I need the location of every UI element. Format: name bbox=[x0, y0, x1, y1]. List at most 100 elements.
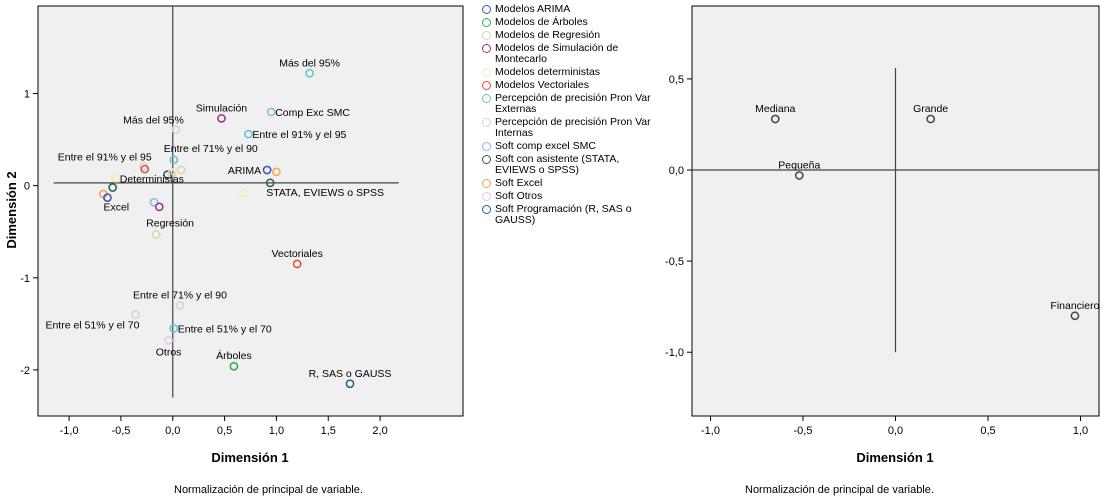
legend-label: Soft Otros bbox=[495, 190, 543, 202]
legend-marker-icon bbox=[482, 31, 491, 40]
chart0-plot-area bbox=[37, 5, 464, 417]
chart0-data-point bbox=[266, 107, 276, 117]
chart0-data-point bbox=[244, 129, 253, 139]
chart0-data-point bbox=[131, 310, 140, 320]
chart0-point-label: Vectoriales bbox=[271, 248, 322, 260]
chart0-point-label: Entre el 71% y el 90 bbox=[133, 289, 227, 301]
chart0-data-point bbox=[149, 197, 159, 207]
chart0-data-point bbox=[154, 202, 164, 212]
legend-label: Modelos de Árboles bbox=[495, 16, 588, 28]
chart0-point-label: ARIMA bbox=[228, 165, 261, 177]
chart0-y-tick-label: -2 bbox=[20, 365, 30, 377]
chart1-x-axis-title: Dimensión 1 bbox=[856, 450, 933, 465]
chart0-x-tick-label: 0,5 bbox=[217, 425, 232, 437]
chart0-data-point bbox=[140, 164, 150, 174]
chart1-data-point bbox=[926, 114, 936, 124]
legend-label: Modelos deterministas bbox=[495, 66, 601, 78]
legend-marker-icon bbox=[482, 205, 491, 214]
footnote-left: Normalización de principal de variable. bbox=[174, 484, 363, 496]
chart0-point-label: Más del 95% bbox=[123, 114, 184, 126]
legend-label: Soft con asistente (STATA, EVIEWS o SPSS… bbox=[495, 153, 620, 176]
chart0-y-tick-label: 1 bbox=[24, 89, 30, 101]
chart0-data-point bbox=[238, 188, 248, 198]
chart0-x-tick-label: 1,0 bbox=[269, 425, 284, 437]
legend-label: Modelos de Regresión bbox=[495, 29, 601, 41]
legend-marker-icon bbox=[482, 5, 491, 14]
legend-label: Percepción de precisión Pron Var Externa… bbox=[495, 92, 651, 115]
legend-entry: Modelos de Simulación de Montecarlo bbox=[481, 43, 651, 65]
legend-entry: Modelos deterministas bbox=[481, 67, 651, 78]
legend-marker-icon bbox=[482, 118, 491, 127]
chart1-data-point bbox=[794, 171, 804, 180]
chart1-x-tick-label: 1,0 bbox=[1073, 425, 1088, 437]
chart1-x-tick-label: 0,0 bbox=[888, 425, 903, 437]
legend-entry: Soft Programación (R, SAS o GAUSS) bbox=[481, 204, 651, 226]
chart0-y-tick-label: -1 bbox=[20, 273, 30, 285]
legend-entry: Modelos Vectoriales bbox=[481, 80, 651, 91]
chart1-point-label: Pequeña bbox=[778, 159, 820, 171]
chart0-data-point bbox=[103, 193, 112, 202]
chart1-x-tick-label: 0,5 bbox=[980, 425, 995, 437]
chart0-point-label: Más del 95% bbox=[279, 57, 340, 69]
legend-marker-icon bbox=[482, 155, 491, 164]
legend-label: Soft comp excel SMC bbox=[495, 140, 596, 152]
legend-entry: Soft Excel bbox=[481, 178, 651, 189]
chart1-y-tick-label: 0,5 bbox=[669, 74, 684, 86]
legend-label: Modelos de Simulación de Montecarlo bbox=[495, 42, 619, 65]
chart0-data-point bbox=[169, 324, 179, 333]
legend-entry: Modelos de Árboles bbox=[481, 17, 651, 28]
legend-label: Modelos ARIMA bbox=[495, 3, 571, 15]
legend-marker-icon bbox=[482, 68, 491, 77]
legend-entry: Soft con asistente (STATA, EVIEWS o SPSS… bbox=[481, 154, 651, 176]
chart0-y-axis-title: Dimensión 2 bbox=[4, 171, 19, 248]
chart0-x-axis-title: Dimensión 1 bbox=[211, 450, 288, 465]
chart0-data-point bbox=[217, 114, 226, 123]
chart0-data-point bbox=[108, 183, 117, 192]
chart0-point-label: Entre el 91% y el 95 bbox=[252, 129, 346, 141]
legend-marker-icon bbox=[482, 18, 491, 27]
chart0-data-point bbox=[175, 301, 185, 310]
chart0-point-label: Entre el 51% y el 70 bbox=[178, 323, 272, 335]
chart1-x-tick-label: -1,0 bbox=[701, 425, 720, 437]
legend-marker-icon bbox=[482, 192, 491, 201]
chart1-point-label: Financiero bbox=[1050, 300, 1099, 312]
chart0-point-label: Entre el 91% y el 95 bbox=[58, 151, 152, 163]
chart1-data-point bbox=[770, 114, 780, 124]
chart0-point-label: Árboles bbox=[216, 349, 252, 362]
legend-entry: Percepción de precisión Pron Var Externa… bbox=[481, 93, 651, 115]
chart0-point-label: Deterministas bbox=[120, 173, 184, 185]
chart1-y-tick-label: -1,0 bbox=[665, 347, 684, 359]
chart0-data-point bbox=[169, 155, 179, 165]
chart-legend: Modelos ARIMA Modelos de Árboles Modelos d… bbox=[481, 4, 651, 228]
legend-entry: Soft comp excel SMC bbox=[481, 141, 651, 152]
legend-marker-icon bbox=[482, 94, 491, 103]
chart0-x-tick-label: 1,5 bbox=[321, 425, 336, 437]
chart0-x-tick-label: 0,0 bbox=[165, 425, 180, 437]
chart0-point-label: R, SAS o GAUSS bbox=[309, 368, 392, 380]
chart0-x-tick-label: -0,5 bbox=[111, 425, 130, 437]
chart0-data-point bbox=[164, 336, 173, 345]
chart0-data-point bbox=[176, 165, 186, 175]
chart0-point-label: Entre el 51% y el 70 bbox=[45, 320, 139, 332]
chart0-x-tick-label: -1,0 bbox=[60, 425, 79, 437]
chart1-x-tick-label: -0,5 bbox=[794, 425, 813, 437]
legend-label: Modelos Vectoriales bbox=[495, 79, 589, 91]
legend-entry: Modelos ARIMA bbox=[481, 4, 651, 15]
chart0-data-point bbox=[262, 165, 272, 175]
chart0-data-point bbox=[272, 167, 281, 177]
legend-entry: Percepción de precisión Pron Var Interna… bbox=[481, 117, 651, 139]
chart0-data-point bbox=[163, 170, 172, 179]
chart0-data-point bbox=[292, 259, 302, 269]
chart0-x-tick-label: 2,0 bbox=[372, 425, 387, 437]
chart0-data-point bbox=[111, 173, 121, 183]
legend-label: Soft Programación (R, SAS o GAUSS) bbox=[495, 203, 632, 226]
chart0-y-tick-label: 0 bbox=[24, 181, 30, 193]
footnote-right: Normalización de principal de variable. bbox=[745, 484, 934, 496]
legend-entry: Soft Otros bbox=[481, 191, 651, 202]
legend-marker-icon bbox=[482, 142, 491, 151]
chart1-point-label: Grande bbox=[913, 103, 948, 115]
chart0-data-point bbox=[305, 68, 314, 78]
chart0-data-point bbox=[345, 379, 355, 389]
legend-marker-icon bbox=[482, 44, 491, 53]
chart0-data-point bbox=[167, 169, 177, 179]
